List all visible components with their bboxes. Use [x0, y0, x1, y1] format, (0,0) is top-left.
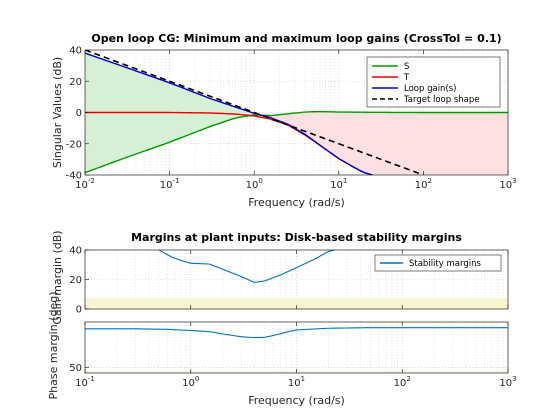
phase-margin-y-axis-label: Phase margin (deg): [47, 292, 60, 400]
top-series-line-loop-gain-s-: [85, 52, 373, 175]
phase-margin-plot-x-tick-label: 102: [394, 375, 411, 389]
top-plot-y-tick-label: -20: [66, 139, 82, 150]
top-legend-label: S: [404, 62, 409, 72]
gain-margin-shaded-band: [85, 297, 508, 309]
gain-margin-series-line: [158, 250, 335, 283]
top-plot-shaded-region: [254, 111, 508, 175]
top-plot-y-tick-label: -40: [66, 171, 82, 182]
top-plot-x-tick-label: 10-2: [75, 177, 95, 191]
gain-margin-plot-y-tick-label: 40: [69, 246, 82, 257]
top-legend-label: Target loop shape: [403, 95, 480, 105]
gain-margin-plot-y-tick-label: 0: [76, 305, 82, 316]
top-plot-y-tick-label: 40: [69, 46, 82, 57]
top-plot-x-tick-label: 100: [246, 177, 263, 191]
top-legend-label: Loop gain(s): [404, 84, 457, 94]
top-plot-y-tick-label: 0: [76, 108, 82, 119]
margins-legend-label: Stability margins: [409, 259, 481, 269]
phase-margin-plot-x-tick-label: 10-1: [75, 375, 95, 389]
top-plot-title: Open loop CG: Minimum and maximum loop g…: [91, 32, 501, 45]
top-plot-x-axis-label: Frequency (rad/s): [248, 196, 345, 209]
top-plot-x-tick-label: 10-1: [160, 177, 180, 191]
top-plot-x-tick-label: 102: [415, 177, 432, 191]
bottom-section-title: Margins at plant inputs: Disk-based stab…: [131, 231, 462, 244]
phase-margin-series-line: [85, 327, 508, 339]
phase-margin-plot-x-tick-label: 103: [499, 375, 516, 389]
top-series-line-s: [85, 110, 508, 174]
phase-margin-plot-y-tick-label: 50: [69, 363, 82, 374]
bottom-plot-x-axis-label: Frequency (rad/s): [248, 394, 345, 407]
top-plot-x-tick-label: 101: [330, 177, 347, 191]
top-plot-y-axis-label: Singular Values (dB): [51, 57, 64, 168]
margins-legend-box: [374, 254, 502, 272]
phase-margin-plot-x-tick-label: 100: [182, 375, 199, 389]
top-legend-label: T: [403, 73, 410, 83]
phase-margin-plot-x-tick-label: 101: [288, 375, 305, 389]
gain-margin-plot-y-tick-label: 20: [69, 275, 82, 286]
top-plot-x-tick-label: 103: [499, 177, 516, 191]
top-plot-y-tick-label: 20: [69, 77, 82, 88]
gain-margin-y-axis-label: Gain margin (dB): [51, 230, 64, 324]
top-series-line-target-loop-shape: [85, 50, 424, 175]
